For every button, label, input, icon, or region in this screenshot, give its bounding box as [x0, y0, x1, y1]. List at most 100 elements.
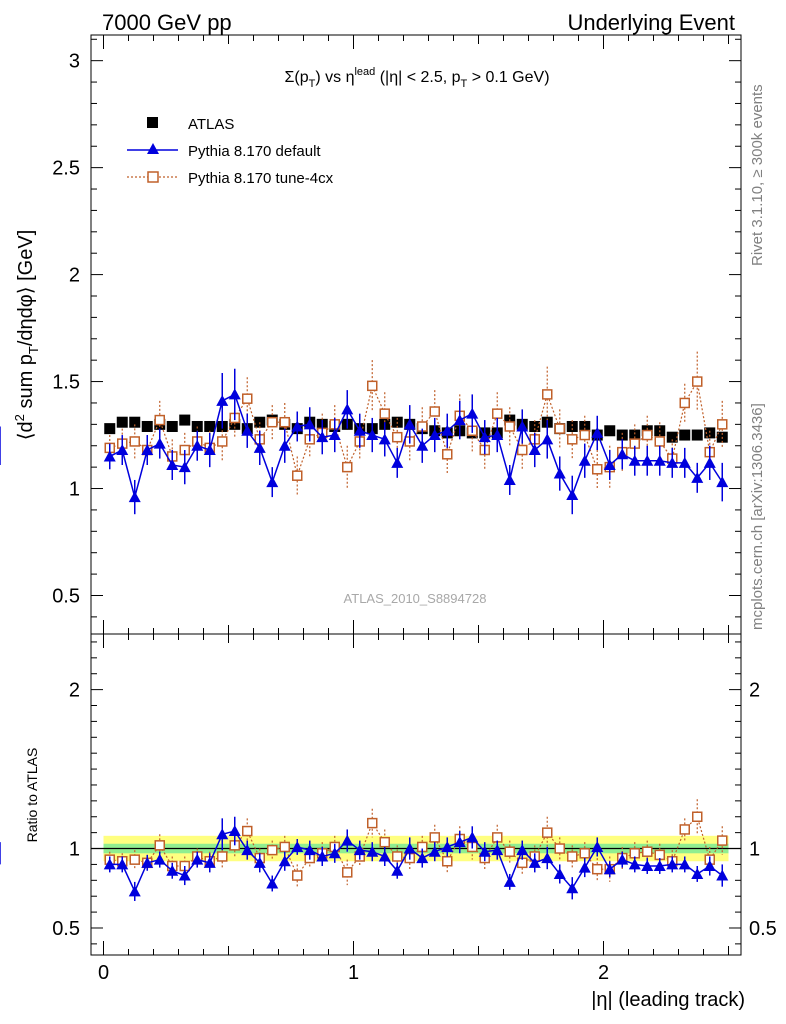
chart-marks: 0.5 1 1.5 2 2.5 3 0.5 0.5 1 1 2 2 0 1 2 [0, 34, 777, 984]
atlas-point [604, 425, 616, 437]
tune4cx-point [279, 416, 290, 428]
ratio-tune4cx-point [392, 851, 403, 862]
ratio-default-point [641, 860, 654, 872]
atlas-point [566, 420, 578, 432]
ratio-tune4cx-point [629, 848, 640, 859]
ratio-default-point [403, 842, 416, 854]
ratio-default-point [391, 864, 404, 876]
ratio-default-point [428, 845, 441, 857]
legend-label-default: Pythia 8.170 default [188, 143, 321, 160]
xlabel: |η| (leading track) [591, 989, 745, 1011]
tune4cx-point [492, 408, 503, 419]
ratio-default-point [278, 855, 291, 867]
atlas-point [204, 420, 216, 432]
atlas-point [129, 416, 141, 428]
ratio-tune4cx-point [554, 843, 565, 854]
ratio-default-point [241, 844, 254, 856]
ratio-panel-frame [90, 633, 742, 956]
tune4cx-point [642, 429, 653, 441]
ratio-default-point [328, 847, 341, 859]
tune4cx-point [654, 436, 665, 447]
tune4cx-point [217, 436, 228, 447]
ratio-tune4cx-point [492, 832, 503, 843]
default-point [316, 431, 329, 443]
main-title: Σ(pT) vs ηlead (|η| < 2.5, pT > 0.1 GeV) [284, 66, 549, 90]
analysis-watermark: ATLAS_2010_S8894728 [344, 591, 487, 606]
ratio-default-point [541, 852, 554, 864]
header-left: 7000 GeV pp [102, 10, 232, 35]
default-point [416, 439, 429, 451]
default-point [678, 456, 691, 468]
atlas-point [179, 414, 191, 426]
ratio-default-point [603, 863, 616, 875]
xtick-label: 0 [98, 962, 109, 984]
ratio-default-point [153, 853, 166, 865]
default-point [478, 431, 491, 443]
default-point [128, 491, 141, 503]
default-point [716, 476, 729, 488]
default-point [391, 456, 404, 468]
default-point [541, 433, 554, 445]
ratio-default-point [466, 831, 479, 843]
default-point [291, 420, 304, 432]
ratio-tune4cx-point [692, 811, 703, 822]
default-point [278, 439, 291, 451]
ratio-ytick-label-right: 1 [749, 839, 760, 861]
legend-marker-atlas [147, 117, 158, 128]
ratio-default-point [553, 867, 566, 879]
rivet-label: Rivet 3.1.10, ≥ 300k events [749, 84, 766, 266]
default-point [141, 444, 154, 456]
default-point [491, 429, 504, 441]
ratio-default-point [491, 844, 504, 856]
default-point [366, 429, 379, 441]
default-point [566, 488, 579, 500]
default-point [641, 454, 654, 466]
atlas-point [666, 431, 678, 443]
legend-marker-tune4cx [147, 171, 159, 183]
tune4cx-point [567, 434, 578, 445]
ratio-default-point [616, 853, 629, 865]
ratio-ytick-label-right: 2 [749, 680, 760, 702]
default-point [653, 454, 666, 466]
ratio-tune4cx-point [279, 841, 290, 853]
ratio-ytick-label-left: 0.5 [52, 918, 80, 940]
tune4cx-point [392, 431, 403, 443]
ratio-default-point [416, 852, 429, 864]
main-ylabel: ⟨d2 sum pT/dηdφ⟩ [GeV] [12, 230, 41, 441]
default-point [528, 444, 541, 456]
legend-marker-default [147, 143, 159, 154]
default-point [466, 407, 479, 419]
ratio-tune4cx-point [442, 855, 453, 867]
ratio-default-point [666, 858, 679, 870]
default-point [216, 394, 229, 406]
tune4cx-point [442, 449, 453, 460]
legend-label-tune4cx: Pythia 8.170 tune-4cx [188, 170, 334, 187]
tune4cx-point [692, 376, 703, 387]
atlas-point [141, 420, 153, 432]
default-point [228, 388, 241, 400]
ratio-ytick-label-right: 0.5 [749, 918, 777, 940]
ratio-default-point [216, 828, 229, 840]
ratio-tune4cx-point [367, 817, 378, 829]
ratio-default-point [178, 869, 191, 881]
ratio-tune4cx-point [154, 840, 165, 851]
ratio-default-point [566, 882, 579, 894]
tune4cx-point [267, 416, 278, 428]
default-point [591, 426, 604, 438]
ratio-default-point [441, 840, 454, 852]
default-point [116, 444, 129, 456]
ratio-tune4cx-point [679, 824, 690, 835]
tune4cx-point [242, 393, 253, 404]
ratio-tune4cx-point [717, 835, 728, 846]
ratio-default-point [203, 856, 216, 868]
default-point [166, 458, 179, 470]
ratio-default-point [166, 864, 179, 876]
tune4cx-point [592, 464, 603, 475]
atlas-point [529, 420, 541, 432]
default-point [253, 441, 266, 453]
atlas-point [616, 429, 628, 441]
ratio-default-point [353, 844, 366, 856]
ratio-default-point [303, 844, 316, 856]
ratio-tune4cx-point [217, 851, 228, 862]
